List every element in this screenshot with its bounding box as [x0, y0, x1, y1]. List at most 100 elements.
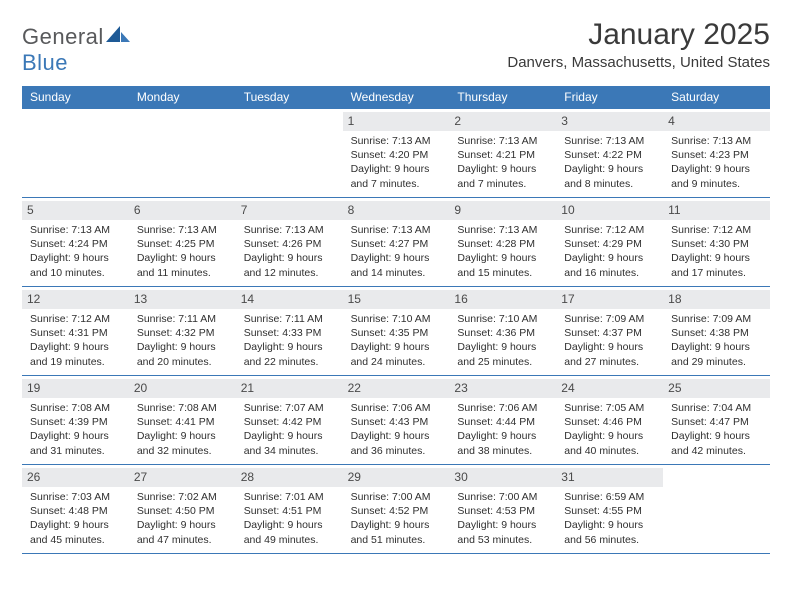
logo-text-general: General — [22, 24, 104, 49]
day-info: Sunrise: 7:02 AMSunset: 4:50 PMDaylight:… — [137, 490, 230, 547]
day-number: 9 — [449, 201, 556, 220]
day-info: Sunrise: 7:05 AMSunset: 4:46 PMDaylight:… — [564, 401, 657, 458]
day-info: Sunrise: 7:00 AMSunset: 4:53 PMDaylight:… — [457, 490, 550, 547]
day-info: Sunrise: 7:01 AMSunset: 4:51 PMDaylight:… — [244, 490, 337, 547]
day-cell: 26Sunrise: 7:03 AMSunset: 4:48 PMDayligh… — [22, 465, 129, 553]
day-cell: 7 Sunrise: 7:13 AMSunset: 4:26 PMDaylight… — [236, 198, 343, 286]
day-cell: 21 Sunrise: 7:07 AMSunset: 4:42 PMDayligh… — [236, 376, 343, 464]
calendar-grid: SundayMondayTuesdayWednesdayThursdayFrid… — [22, 86, 770, 554]
day-cell: 29 Sunrise: 7:00 AMSunset: 4:52 PMDayligh… — [343, 465, 450, 553]
day-info: Sunrise: 7:13 AMSunset: 4:23 PMDaylight:… — [671, 134, 764, 191]
week-row: 19Sunrise: 7:08 AMSunset: 4:39 PMDayligh… — [22, 376, 770, 465]
day-cell: 10 Sunrise: 7:12 AMSunset: 4:29 PMDayligh… — [556, 198, 663, 286]
day-number: 28 — [236, 468, 343, 487]
day-info: Sunrise: 7:12 AMSunset: 4:30 PMDaylight:… — [671, 223, 764, 280]
day-number: 29 — [343, 468, 450, 487]
day-info: Sunrise: 7:13 AMSunset: 4:25 PMDaylight:… — [137, 223, 230, 280]
empty-cell — [236, 109, 343, 197]
day-number: 2 — [449, 112, 556, 131]
day-number: 3 — [556, 112, 663, 131]
day-number: 5 — [22, 201, 129, 220]
day-number: 15 — [343, 290, 450, 309]
day-info: Sunrise: 7:08 AMSunset: 4:41 PMDaylight:… — [137, 401, 230, 458]
day-number: 7 — [236, 201, 343, 220]
day-cell: 23Sunrise: 7:06 AMSunset: 4:44 PMDayligh… — [449, 376, 556, 464]
day-cell: 19Sunrise: 7:08 AMSunset: 4:39 PMDayligh… — [22, 376, 129, 464]
day-number: 13 — [129, 290, 236, 309]
day-cell: 12 Sunrise: 7:12 AMSunset: 4:31 PMDayligh… — [22, 287, 129, 375]
day-info: Sunrise: 7:00 AMSunset: 4:52 PMDaylight:… — [351, 490, 444, 547]
day-cell: 6 Sunrise: 7:13 AMSunset: 4:25 PMDaylight… — [129, 198, 236, 286]
day-info: Sunrise: 7:13 AMSunset: 4:22 PMDaylight:… — [564, 134, 657, 191]
logo-sail-icon — [106, 24, 132, 49]
day-cell: 24 Sunrise: 7:05 AMSunset: 4:46 PMDayligh… — [556, 376, 663, 464]
empty-cell — [129, 109, 236, 197]
day-cell: 3 Sunrise: 7:13 AMSunset: 4:22 PMDaylight… — [556, 109, 663, 197]
day-number: 24 — [556, 379, 663, 398]
week-row: 5 Sunrise: 7:13 AMSunset: 4:24 PMDaylight… — [22, 198, 770, 287]
dow-cell: Monday — [129, 86, 236, 109]
day-cell: 14 Sunrise: 7:11 AMSunset: 4:33 PMDayligh… — [236, 287, 343, 375]
day-cell: 31Sunrise: 6:59 AMSunset: 4:55 PMDayligh… — [556, 465, 663, 553]
title-block: January 2025 Danvers, Massachusetts, Uni… — [507, 18, 770, 71]
empty-cell — [22, 109, 129, 197]
day-number: 16 — [449, 290, 556, 309]
header: GeneralBlue January 2025 Danvers, Massac… — [22, 18, 770, 76]
day-info: Sunrise: 7:12 AMSunset: 4:29 PMDaylight:… — [564, 223, 657, 280]
logo-text: GeneralBlue — [22, 24, 132, 76]
day-info: Sunrise: 7:12 AMSunset: 4:31 PMDaylight:… — [30, 312, 123, 369]
day-number: 10 — [556, 201, 663, 220]
day-info: Sunrise: 7:13 AMSunset: 4:21 PMDaylight:… — [457, 134, 550, 191]
location: Danvers, Massachusetts, United States — [507, 54, 770, 71]
day-info: Sunrise: 7:10 AMSunset: 4:36 PMDaylight:… — [457, 312, 550, 369]
day-info: Sunrise: 7:04 AMSunset: 4:47 PMDaylight:… — [671, 401, 764, 458]
empty-cell — [663, 465, 770, 553]
day-number: 18 — [663, 290, 770, 309]
dow-cell: Thursday — [449, 86, 556, 109]
day-cell: 28 Sunrise: 7:01 AMSunset: 4:51 PMDayligh… — [236, 465, 343, 553]
day-number: 30 — [449, 468, 556, 487]
day-cell: 9Sunrise: 7:13 AMSunset: 4:28 PMDaylight… — [449, 198, 556, 286]
day-number: 6 — [129, 201, 236, 220]
day-number: 25 — [663, 379, 770, 398]
day-info: Sunrise: 7:07 AMSunset: 4:42 PMDaylight:… — [244, 401, 337, 458]
day-info: Sunrise: 7:11 AMSunset: 4:33 PMDaylight:… — [244, 312, 337, 369]
page-title: January 2025 — [507, 18, 770, 52]
day-info: Sunrise: 7:13 AMSunset: 4:24 PMDaylight:… — [30, 223, 123, 280]
week-row: 1 Sunrise: 7:13 AMSunset: 4:20 PMDaylight… — [22, 109, 770, 198]
day-number: 22 — [343, 379, 450, 398]
day-cell: 30 Sunrise: 7:00 AMSunset: 4:53 PMDayligh… — [449, 465, 556, 553]
day-cell: 4Sunrise: 7:13 AMSunset: 4:23 PMDaylight… — [663, 109, 770, 197]
logo-text-blue: Blue — [22, 50, 68, 75]
day-cell: 5 Sunrise: 7:13 AMSunset: 4:24 PMDaylight… — [22, 198, 129, 286]
day-number: 26 — [22, 468, 129, 487]
day-number: 14 — [236, 290, 343, 309]
week-row: 26Sunrise: 7:03 AMSunset: 4:48 PMDayligh… — [22, 465, 770, 554]
dow-cell: Wednesday — [343, 86, 450, 109]
day-info: Sunrise: 7:09 AMSunset: 4:38 PMDaylight:… — [671, 312, 764, 369]
day-info: Sunrise: 6:59 AMSunset: 4:55 PMDaylight:… — [564, 490, 657, 547]
day-cell: 27Sunrise: 7:02 AMSunset: 4:50 PMDayligh… — [129, 465, 236, 553]
day-number: 23 — [449, 379, 556, 398]
day-number: 1 — [343, 112, 450, 131]
day-info: Sunrise: 7:10 AMSunset: 4:35 PMDaylight:… — [351, 312, 444, 369]
day-info: Sunrise: 7:13 AMSunset: 4:20 PMDaylight:… — [351, 134, 444, 191]
dow-cell: Sunday — [22, 86, 129, 109]
dow-cell: Saturday — [663, 86, 770, 109]
day-number: 17 — [556, 290, 663, 309]
logo: GeneralBlue — [22, 18, 132, 76]
day-cell: 13Sunrise: 7:11 AMSunset: 4:32 PMDayligh… — [129, 287, 236, 375]
day-info: Sunrise: 7:13 AMSunset: 4:27 PMDaylight:… — [351, 223, 444, 280]
day-number: 11 — [663, 201, 770, 220]
day-cell: 22Sunrise: 7:06 AMSunset: 4:43 PMDayligh… — [343, 376, 450, 464]
day-info: Sunrise: 7:13 AMSunset: 4:26 PMDaylight:… — [244, 223, 337, 280]
day-cell: 15 Sunrise: 7:10 AMSunset: 4:35 PMDayligh… — [343, 287, 450, 375]
day-of-week-header: SundayMondayTuesdayWednesdayThursdayFrid… — [22, 86, 770, 109]
day-number: 21 — [236, 379, 343, 398]
day-cell: 2 Sunrise: 7:13 AMSunset: 4:21 PMDaylight… — [449, 109, 556, 197]
day-cell: 18 Sunrise: 7:09 AMSunset: 4:38 PMDayligh… — [663, 287, 770, 375]
day-number: 19 — [22, 379, 129, 398]
day-number: 12 — [22, 290, 129, 309]
day-cell: 16 Sunrise: 7:10 AMSunset: 4:36 PMDayligh… — [449, 287, 556, 375]
day-number: 8 — [343, 201, 450, 220]
